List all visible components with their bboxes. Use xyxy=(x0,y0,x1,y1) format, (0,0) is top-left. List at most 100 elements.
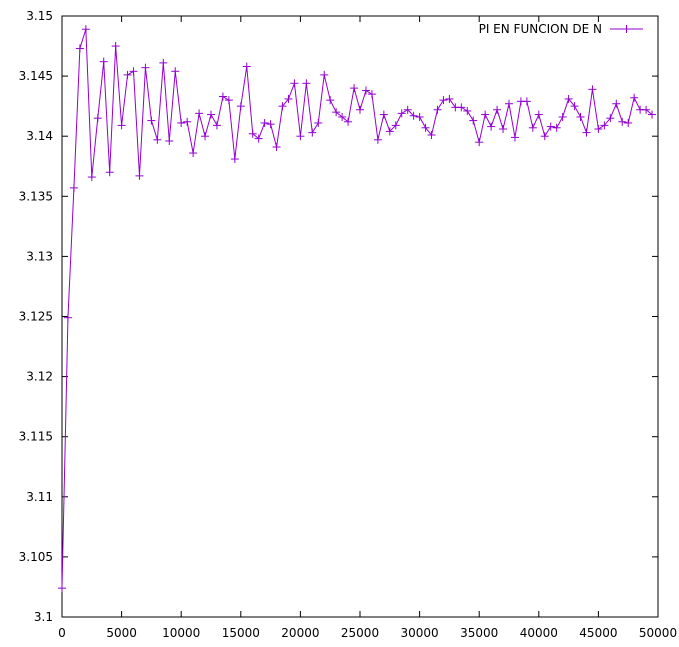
x-tick-label: 10000 xyxy=(162,626,200,640)
data-point xyxy=(475,138,484,147)
data-point xyxy=(421,123,430,132)
x-tick-label: 25000 xyxy=(341,626,379,640)
data-point xyxy=(117,121,126,130)
data-point xyxy=(320,70,329,79)
data-point xyxy=(564,94,573,103)
data-point xyxy=(457,103,466,112)
y-tick-label: 3.115 xyxy=(19,430,53,444)
y-tick-label: 3.1 xyxy=(34,610,53,624)
data-point xyxy=(326,96,335,105)
data-point xyxy=(499,124,508,133)
x-tick-label: 40000 xyxy=(520,626,558,640)
data-point xyxy=(212,121,221,130)
data-point xyxy=(207,110,215,119)
axis-ticks xyxy=(61,15,659,618)
data-point xyxy=(540,132,549,141)
y-tick-label: 3.11 xyxy=(26,490,53,504)
data-point xyxy=(415,112,424,121)
x-tick-label: 5000 xyxy=(106,626,137,640)
data-point xyxy=(493,105,502,114)
x-tick-label: 15000 xyxy=(222,626,260,640)
data-point xyxy=(183,117,192,126)
data-point xyxy=(81,25,90,34)
data-point xyxy=(612,99,621,108)
data-point xyxy=(391,121,400,130)
data-point xyxy=(224,96,233,105)
x-tick-label: 20000 xyxy=(281,626,319,640)
series-line xyxy=(61,29,653,589)
data-point xyxy=(630,93,639,102)
legend: PI EN FUNCION DE N xyxy=(479,22,643,36)
data-point xyxy=(165,137,174,146)
data-point xyxy=(111,42,120,51)
data-point xyxy=(123,70,132,79)
data-point xyxy=(266,120,275,129)
data-point xyxy=(284,94,293,103)
data-point xyxy=(105,168,114,177)
data-point xyxy=(236,102,245,111)
data-point xyxy=(332,108,341,117)
data-point xyxy=(189,149,198,158)
series-markers xyxy=(58,25,657,593)
data-point xyxy=(427,130,436,139)
x-tick-label: 0 xyxy=(58,626,66,640)
data-point xyxy=(171,67,180,76)
data-point xyxy=(361,86,370,95)
data-point xyxy=(463,106,472,115)
data-point xyxy=(75,44,84,53)
data-point xyxy=(314,118,323,127)
data-point xyxy=(129,67,138,76)
y-tick-label: 3.12 xyxy=(26,370,53,384)
data-point xyxy=(99,57,108,66)
data-point xyxy=(159,58,168,67)
y-tick-label: 3.15 xyxy=(26,9,53,23)
data-point xyxy=(177,118,186,127)
data-point xyxy=(403,105,412,114)
x-tick-label: 30000 xyxy=(401,626,439,640)
data-point xyxy=(350,84,359,93)
data-point xyxy=(356,105,364,114)
x-tick-label: 35000 xyxy=(460,626,498,640)
data-point xyxy=(201,132,210,141)
data-point xyxy=(534,110,543,119)
data-point xyxy=(230,155,239,164)
legend-label: PI EN FUNCION DE N xyxy=(479,22,602,36)
data-point xyxy=(93,114,102,123)
data-point xyxy=(433,105,442,114)
y-tick-label: 3.105 xyxy=(19,550,53,564)
data-point xyxy=(588,85,597,94)
data-point xyxy=(582,128,591,137)
data-point xyxy=(439,96,448,105)
data-point xyxy=(153,135,162,144)
data-point xyxy=(242,62,251,71)
data-point xyxy=(576,112,585,121)
x-tick-label: 45000 xyxy=(579,626,617,640)
data-point xyxy=(373,135,382,144)
data-point xyxy=(445,94,454,103)
data-point xyxy=(510,133,519,142)
data-point xyxy=(63,313,72,322)
data-point xyxy=(624,118,633,127)
legend-marker-icon xyxy=(622,25,631,33)
data-point xyxy=(260,118,269,127)
data-point xyxy=(469,116,478,125)
data-point xyxy=(409,111,418,120)
data-point xyxy=(135,171,144,180)
data-point xyxy=(278,102,287,111)
data-point xyxy=(546,122,555,131)
data-point xyxy=(58,584,66,593)
data-point xyxy=(522,97,531,106)
data-point xyxy=(642,105,651,114)
data-point xyxy=(296,132,305,141)
data-point xyxy=(648,110,657,119)
data-point xyxy=(481,110,490,119)
data-point xyxy=(505,99,513,108)
data-point xyxy=(338,112,347,121)
data-point xyxy=(147,116,156,125)
data-point xyxy=(308,128,317,137)
x-tick-label: 50000 xyxy=(639,626,677,640)
data-point xyxy=(618,117,627,126)
y-tick-label: 3.13 xyxy=(26,249,53,263)
data-point xyxy=(87,173,96,182)
